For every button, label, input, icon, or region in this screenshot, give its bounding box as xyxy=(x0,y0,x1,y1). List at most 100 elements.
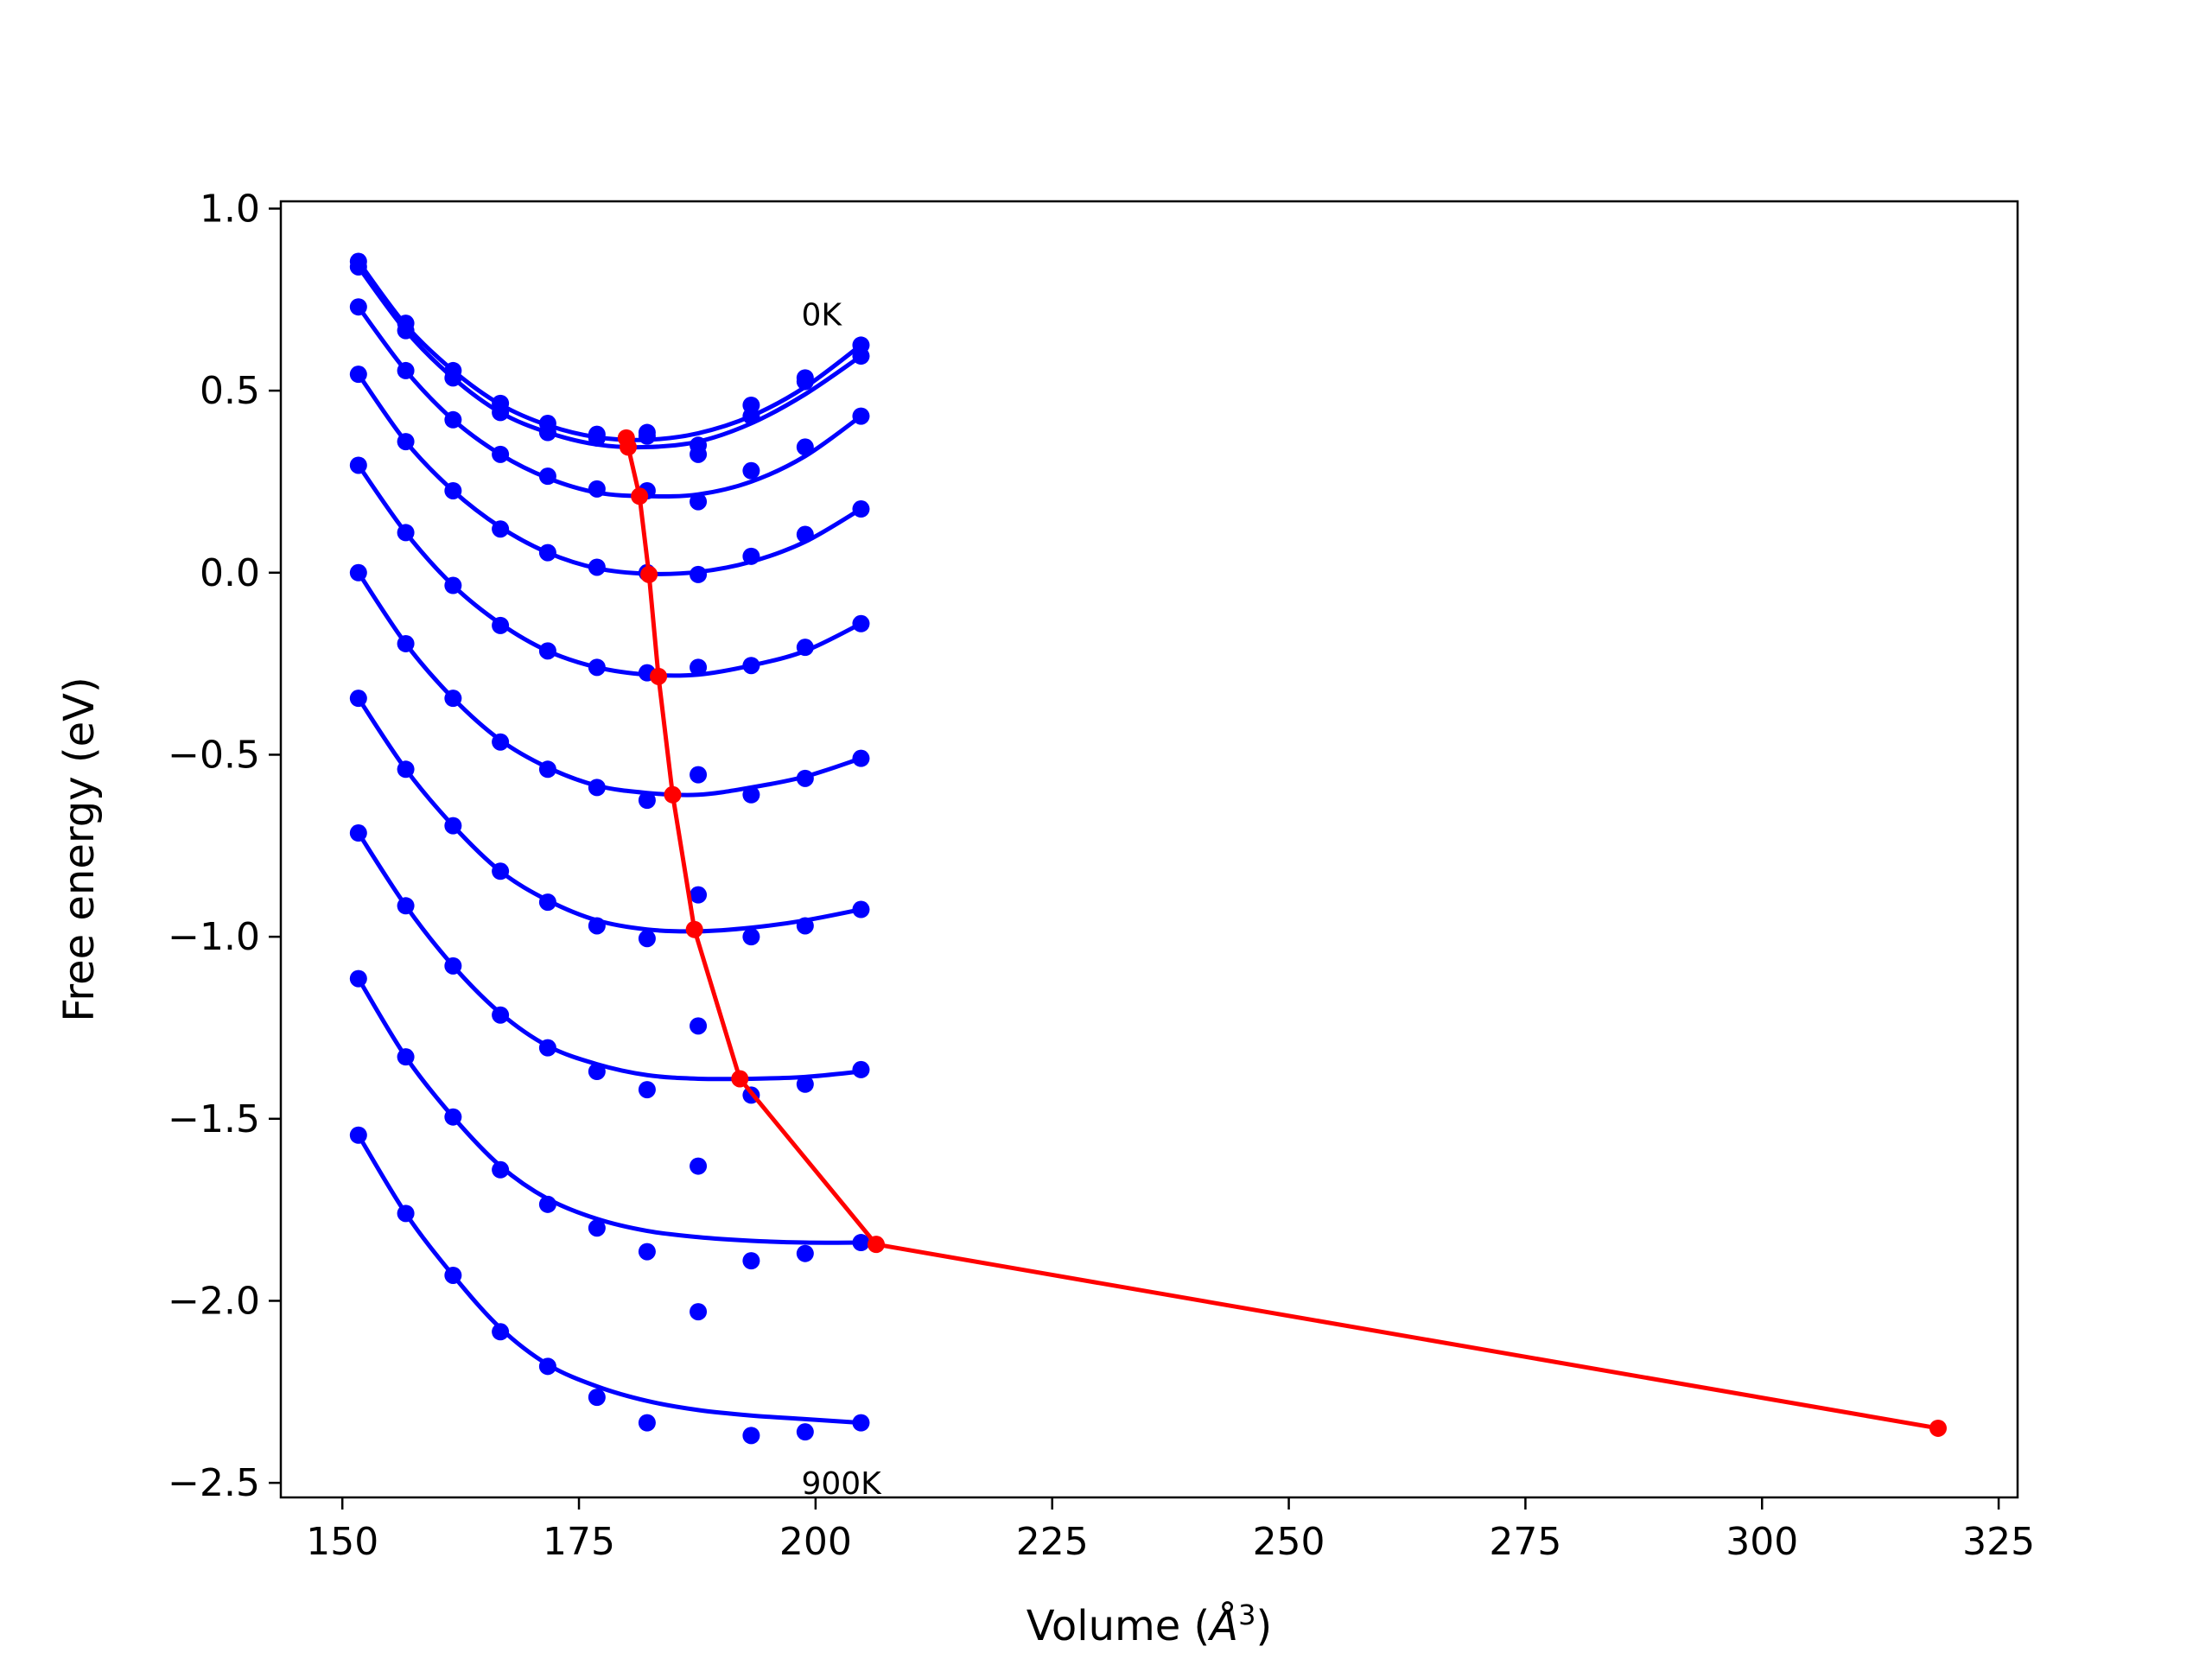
data-point-7-2 xyxy=(444,957,462,975)
data-point-1-1 xyxy=(397,321,415,340)
minimum-point-3 xyxy=(640,565,658,583)
data-point-9-7 xyxy=(690,1303,708,1321)
data-point-8-4 xyxy=(538,1195,556,1213)
minimum-point-6 xyxy=(685,920,703,938)
data-point-5-5 xyxy=(588,779,606,797)
fit-curve-9 xyxy=(356,1134,861,1426)
data-point-9-5 xyxy=(588,1389,606,1407)
data-point-4-7 xyxy=(690,658,708,677)
fit-curve-8 xyxy=(356,977,861,1245)
data-point-5-4 xyxy=(538,760,556,779)
data-point-3-9 xyxy=(796,525,814,543)
x-axis-label-suffix: ) xyxy=(1255,1602,1272,1650)
data-point-3-1 xyxy=(397,433,415,451)
data-point-3-3 xyxy=(492,520,510,538)
data-point-1-5 xyxy=(588,429,606,447)
y-tick-label-5: −1.5 xyxy=(168,1097,260,1141)
data-point-1-0 xyxy=(349,257,367,276)
data-point-1-4 xyxy=(538,423,556,442)
y-tick-label-7: −2.5 xyxy=(168,1461,260,1505)
data-point-5-1 xyxy=(397,634,415,652)
data-point-4-9 xyxy=(796,639,814,657)
minimum-point-9 xyxy=(1929,1419,1947,1437)
data-point-2-10 xyxy=(852,407,870,425)
data-point-7-4 xyxy=(538,1039,556,1057)
data-point-9-0 xyxy=(349,1126,367,1144)
data-point-4-3 xyxy=(492,616,510,634)
data-point-2-7 xyxy=(690,493,708,511)
data-point-7-7 xyxy=(690,1017,708,1035)
data-point-6-7 xyxy=(690,886,708,904)
data-point-3-0 xyxy=(349,365,367,384)
x-axis-label-prefix: Volume ( xyxy=(1027,1602,1211,1650)
x-tick-label-4: 250 xyxy=(1253,1520,1325,1564)
data-point-7-9 xyxy=(796,1075,814,1093)
minimum-point-2 xyxy=(631,487,649,505)
x-tick-label-2: 200 xyxy=(779,1520,852,1564)
data-point-8-3 xyxy=(492,1160,510,1179)
data-point-3-8 xyxy=(742,547,760,565)
data-point-1-7 xyxy=(690,445,708,463)
data-point-5-0 xyxy=(349,563,367,582)
data-point-7-6 xyxy=(638,1081,656,1099)
data-point-4-4 xyxy=(538,642,556,660)
data-point-6-6 xyxy=(638,930,656,948)
data-point-8-10 xyxy=(852,1234,870,1252)
data-point-8-0 xyxy=(349,969,367,988)
data-point-9-2 xyxy=(444,1266,462,1284)
y-tick-label-0: 1.0 xyxy=(200,187,260,231)
x-tick-label-6: 300 xyxy=(1726,1520,1798,1564)
minimum-point-7 xyxy=(731,1070,749,1088)
data-point-9-9 xyxy=(796,1423,814,1441)
data-point-7-1 xyxy=(397,897,415,915)
fit-curve-6 xyxy=(356,696,861,934)
data-point-4-10 xyxy=(852,614,870,632)
data-point-1-8 xyxy=(742,407,760,425)
data-point-8-2 xyxy=(444,1108,462,1126)
data-point-4-1 xyxy=(397,524,415,542)
data-point-6-4 xyxy=(538,893,556,912)
data-point-5-7 xyxy=(690,766,708,784)
data-point-6-10 xyxy=(852,900,870,918)
data-point-1-6 xyxy=(638,427,656,445)
y-tick-label-3: −0.5 xyxy=(168,733,260,777)
minima-line xyxy=(624,437,1939,1431)
data-point-8-6 xyxy=(638,1243,656,1261)
data-point-4-8 xyxy=(742,657,760,675)
x-axis-label: Volume (Å3) xyxy=(1027,1599,1272,1650)
data-point-6-0 xyxy=(349,690,367,708)
data-point-6-2 xyxy=(444,817,462,835)
data-point-9-3 xyxy=(492,1323,510,1341)
series-layer xyxy=(349,252,870,1445)
data-point-8-9 xyxy=(796,1244,814,1262)
minimum-point-4 xyxy=(650,667,668,685)
data-point-3-4 xyxy=(538,543,556,562)
data-point-9-4 xyxy=(538,1357,556,1376)
data-point-7-3 xyxy=(492,1006,510,1024)
x-tick-label-7: 325 xyxy=(1962,1520,2035,1564)
data-point-6-5 xyxy=(588,917,606,935)
x-tick-label-3: 225 xyxy=(1016,1520,1089,1564)
data-point-7-10 xyxy=(852,1060,870,1078)
data-point-9-8 xyxy=(742,1427,760,1445)
data-point-7-0 xyxy=(349,824,367,842)
x-tick-label-1: 175 xyxy=(543,1520,615,1564)
data-point-3-7 xyxy=(690,565,708,583)
annotation-0: 0K xyxy=(801,297,842,333)
x-tick-label-0: 150 xyxy=(306,1520,378,1564)
data-point-5-6 xyxy=(638,791,656,810)
y-tick-label-2: 0.0 xyxy=(200,551,260,595)
data-point-5-9 xyxy=(796,769,814,787)
data-point-1-3 xyxy=(492,404,510,422)
data-point-1-2 xyxy=(444,369,462,387)
data-point-8-1 xyxy=(397,1048,415,1066)
data-point-3-5 xyxy=(588,558,606,576)
data-point-6-1 xyxy=(397,760,415,779)
data-point-2-0 xyxy=(349,298,367,316)
data-point-2-8 xyxy=(742,461,760,480)
data-point-5-2 xyxy=(444,690,462,708)
data-point-1-10 xyxy=(852,347,870,365)
data-point-6-3 xyxy=(492,862,510,880)
ticks-layer: 150 175 200 225 250 275 300 325 1.0 0.5 0.0 −0.5 −1.… xyxy=(168,187,2035,1564)
